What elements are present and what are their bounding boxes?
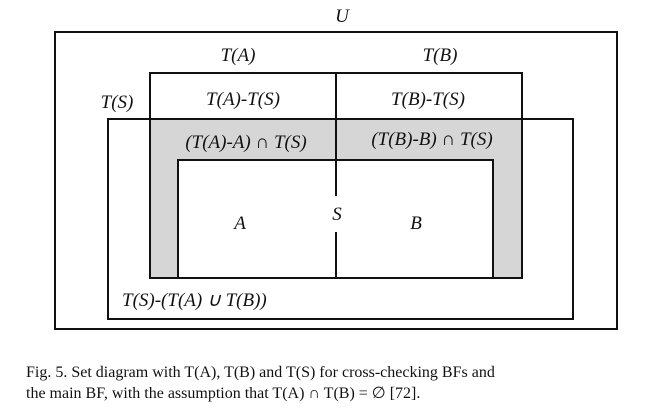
- ts-rest-label: T(S)-(T(A) ∪ T(B)): [122, 290, 267, 311]
- universe-rect: [54, 31, 618, 330]
- ts-label: T(S): [101, 92, 134, 113]
- universe-label: U: [335, 6, 350, 27]
- tb-label: T(B): [423, 45, 458, 66]
- b-label: B: [410, 213, 422, 234]
- tb-minus-ts-label: T(B)-T(S): [391, 89, 465, 110]
- tb-minus-b-cap-ts-label: (T(B)-B) ∩ T(S): [371, 129, 492, 150]
- set-diagram: U T(A) T(B) T(S) T(A)-T(S) T(B)-T(S) (T(…: [54, 6, 618, 330]
- a-label: A: [232, 213, 246, 234]
- ta-label: T(A): [221, 45, 256, 66]
- figure-caption: Fig. 5. Set diagram with T(A), T(B) and …: [26, 362, 646, 404]
- caption-line-2: the main BF, with the assumption that T(…: [26, 385, 421, 402]
- ta-minus-ts-label: T(A)-T(S): [206, 89, 280, 110]
- shaded-region: [150, 119, 522, 278]
- ab-rect: [177, 159, 494, 279]
- s-label: S: [332, 204, 342, 225]
- ts-rect: [107, 118, 574, 320]
- ta-minus-a-cap-ts-label: (T(A)-A) ∩ T(S): [185, 132, 306, 153]
- caption-line-1: Fig. 5. Set diagram with T(A), T(B) and …: [26, 364, 495, 381]
